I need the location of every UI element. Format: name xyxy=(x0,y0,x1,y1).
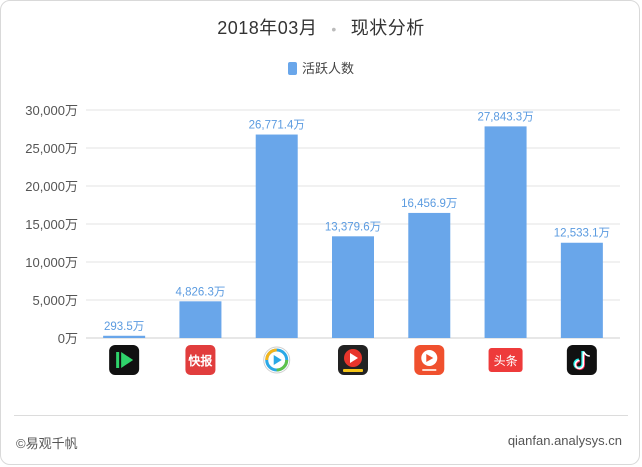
y-tick-label: 25,000万 xyxy=(25,141,78,156)
legend-swatch xyxy=(287,62,297,75)
bar xyxy=(484,126,527,338)
y-tick-label: 0万 xyxy=(58,331,78,346)
video-play-icon-red xyxy=(338,345,368,375)
data-label: 26,771.4万 xyxy=(249,120,305,132)
data-label: 293.5万 xyxy=(104,321,144,333)
bar xyxy=(103,335,146,338)
data-label: 16,456.9万 xyxy=(401,198,457,210)
video-play-icon xyxy=(109,345,140,375)
data-label: 27,843.3万 xyxy=(477,111,533,123)
data-label: 4,826.3万 xyxy=(175,286,225,298)
kuaishou-icon xyxy=(414,345,445,375)
svg-text:头条: 头条 xyxy=(494,354,518,368)
y-tick-label: 20,000万 xyxy=(25,179,78,194)
legend-label: 活跃人数 xyxy=(301,61,354,76)
svg-text:快报: 快报 xyxy=(188,353,212,368)
toutiao-icon: 头条 xyxy=(488,348,523,372)
bar xyxy=(255,134,298,338)
footer-source: ©易观千帆 xyxy=(16,436,78,451)
footer-website: qianfan.analysys.cn xyxy=(507,433,622,448)
y-tick-label: 10,000万 xyxy=(25,255,78,270)
data-label: 13,379.6万 xyxy=(325,221,381,233)
y-tick-label: 15,000万 xyxy=(25,217,78,232)
bar xyxy=(332,236,374,338)
data-label: 12,533.1万 xyxy=(554,228,610,240)
y-tick-label: 5,000万 xyxy=(32,293,78,308)
tencent-video-icon xyxy=(263,346,291,374)
bar xyxy=(408,212,451,338)
bar xyxy=(179,301,222,338)
footer-divider xyxy=(14,415,628,416)
legend: 活跃人数 xyxy=(0,58,642,77)
video-app-icon-red: 快报 xyxy=(185,345,216,375)
header-subtitle: 现状分析 xyxy=(350,18,425,38)
y-tick-label: 30,000万 xyxy=(25,103,78,118)
header-date: 2018年03月 xyxy=(217,18,318,38)
chart-header: 2018年03月 • 现状分析 xyxy=(0,14,642,40)
bar xyxy=(560,242,603,338)
header-separator: • xyxy=(331,21,337,38)
tiktok-icon xyxy=(566,345,597,375)
